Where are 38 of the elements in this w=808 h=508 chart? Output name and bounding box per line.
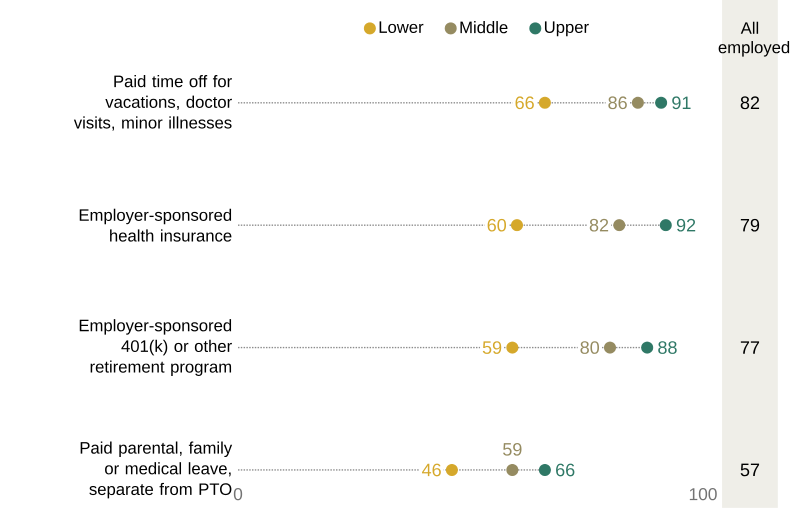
point [446, 464, 458, 476]
data-label: 92 [676, 218, 696, 232]
data-label: 66 [516, 96, 534, 110]
data-label: 88 [658, 341, 677, 354]
data-label: 60 [488, 218, 506, 232]
data-label: 80 [580, 341, 600, 354]
data-label: 86 [608, 96, 627, 110]
x-tick-label: 100 [690, 488, 717, 500]
point [506, 464, 518, 476]
legend-label: Lower [380, 21, 424, 33]
text: 57 [740, 464, 760, 476]
data-label: 46 [422, 463, 441, 476]
legend-label: Middle [460, 20, 508, 34]
text: 77 [740, 341, 760, 354]
data-label: 82 [590, 218, 608, 232]
y-tick-label: Paid time off for vacations, doctor visits, minor illnesses [74, 74, 232, 130]
x-tick-label: 0 [234, 488, 242, 500]
point [641, 341, 654, 354]
point [510, 219, 523, 232]
point [538, 96, 551, 109]
data-label: 59 [503, 442, 522, 456]
text: All employed [718, 22, 790, 56]
legend-label: Upper [544, 21, 589, 36]
point [506, 341, 518, 354]
y-tick-label: Employer-sponsored 401(k) or other retirement program [80, 319, 232, 376]
data-label: 66 [556, 463, 574, 476]
y-tick-label: Employer-sponsored health insurance [80, 208, 232, 242]
text: 79 [740, 218, 760, 232]
point [613, 219, 626, 232]
data-label: 59 [482, 341, 502, 354]
point [655, 96, 668, 109]
point [538, 464, 551, 476]
data-label: 91 [672, 96, 691, 110]
point [660, 219, 672, 232]
point [604, 341, 616, 354]
point [632, 96, 644, 109]
text: 82 [740, 96, 760, 110]
y-tick-label: Paid parental, family or medical leave, separate from PTO [80, 441, 232, 498]
